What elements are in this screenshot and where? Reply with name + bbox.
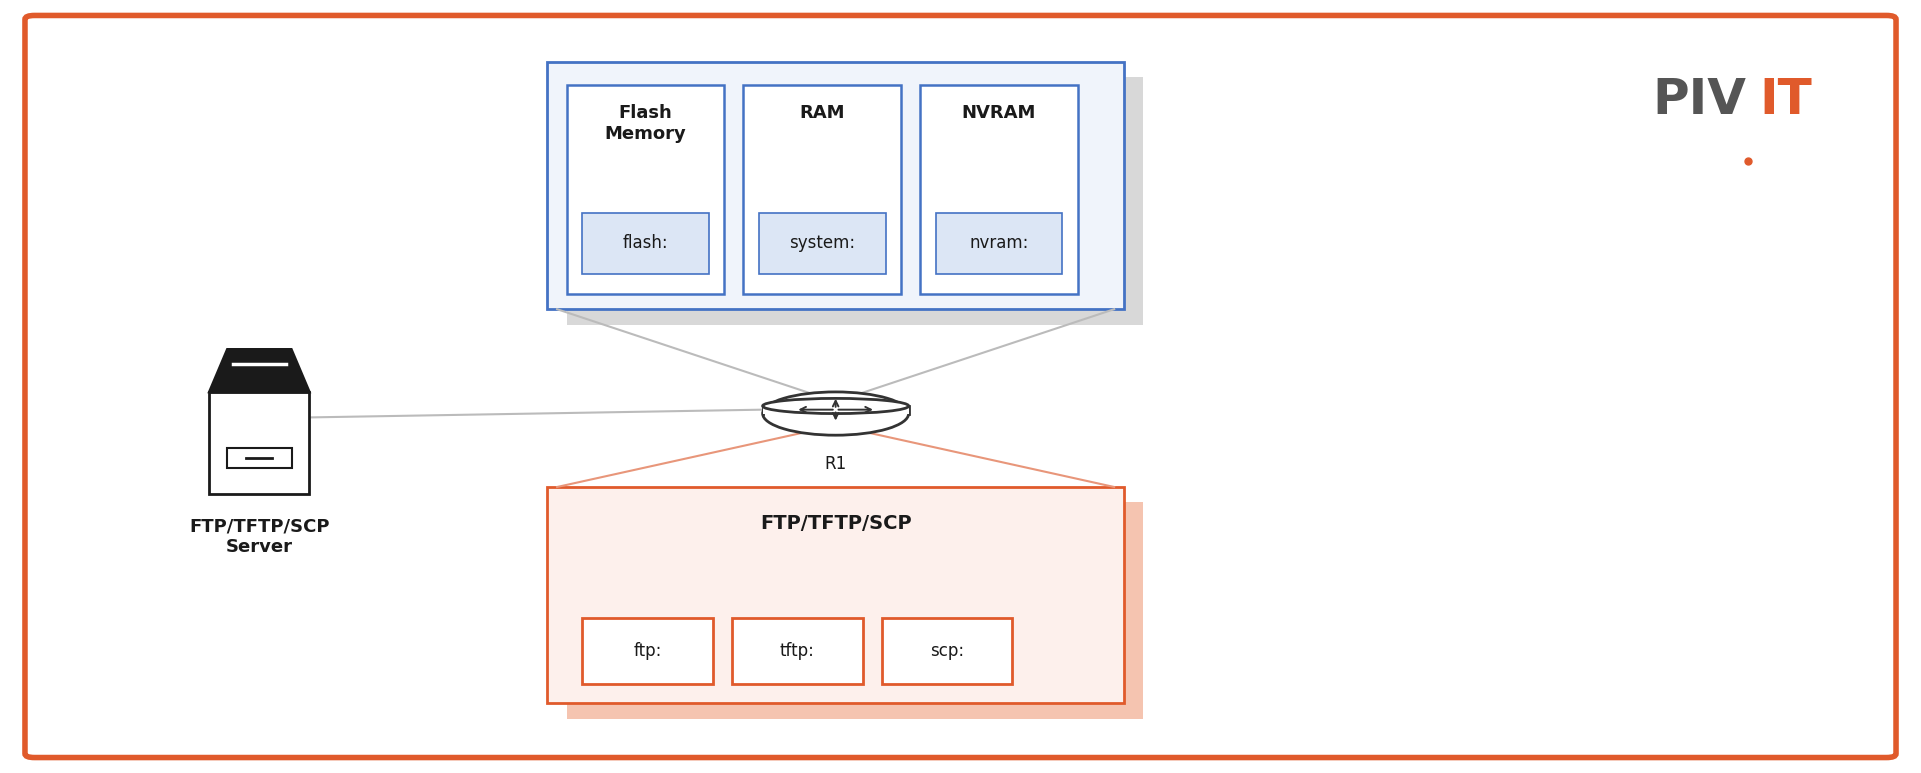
Text: Flash
Memory: Flash Memory: [605, 104, 686, 143]
Text: scp:: scp:: [930, 642, 964, 660]
FancyBboxPatch shape: [582, 618, 713, 684]
Text: NVRAM: NVRAM: [962, 104, 1035, 122]
Text: FTP/TFTP/SCP
Server: FTP/TFTP/SCP Server: [188, 517, 330, 556]
FancyBboxPatch shape: [732, 618, 863, 684]
Text: PIV: PIV: [1652, 77, 1746, 124]
FancyBboxPatch shape: [759, 213, 886, 274]
FancyBboxPatch shape: [882, 618, 1012, 684]
Text: tftp:: tftp:: [780, 642, 815, 660]
Text: FTP/TFTP/SCP: FTP/TFTP/SCP: [761, 514, 911, 533]
FancyBboxPatch shape: [567, 85, 724, 294]
Polygon shape: [209, 349, 309, 392]
FancyBboxPatch shape: [936, 213, 1062, 274]
Text: nvram:: nvram:: [970, 234, 1028, 253]
FancyBboxPatch shape: [547, 62, 1124, 309]
Text: R1: R1: [824, 455, 847, 472]
FancyBboxPatch shape: [567, 77, 1143, 325]
FancyBboxPatch shape: [567, 502, 1143, 719]
Text: RAM: RAM: [799, 104, 845, 122]
FancyBboxPatch shape: [227, 448, 292, 468]
FancyBboxPatch shape: [763, 406, 909, 414]
Text: system:: system:: [790, 234, 855, 253]
Ellipse shape: [763, 392, 909, 435]
Text: ftp:: ftp:: [634, 642, 661, 660]
FancyBboxPatch shape: [209, 392, 309, 494]
Text: flash:: flash:: [622, 234, 669, 253]
Text: IT: IT: [1760, 77, 1812, 124]
FancyBboxPatch shape: [547, 487, 1124, 703]
FancyBboxPatch shape: [743, 85, 901, 294]
Ellipse shape: [763, 398, 909, 414]
FancyBboxPatch shape: [920, 85, 1078, 294]
FancyBboxPatch shape: [582, 213, 709, 274]
